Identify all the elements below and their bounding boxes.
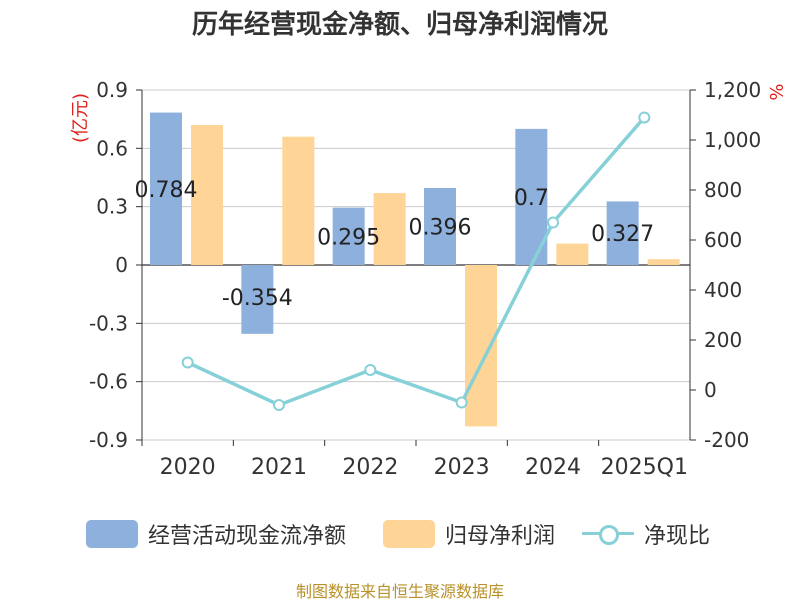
y-tick-label-right: 600 [704,228,742,252]
legend-item-profit[interactable]: 归母净利润 [383,516,555,552]
y-tick-label-left: -0.3 [89,311,128,335]
bar-cashflow [150,112,182,265]
data-label-cashflow: -0.354 [222,286,293,311]
y-tick-label-left: 0.6 [96,136,128,160]
point-ratio [181,356,194,369]
y-tick-label-left: -0.9 [89,428,128,452]
right-axis-unit: % [765,83,786,100]
x-tick-label: 2025Q1 [601,455,688,480]
line-ratio [186,116,646,407]
point-ratio [638,111,651,124]
bar-cashflow [606,201,639,265]
y-tick-label-right: 1,200 [704,78,761,102]
y-tick-label-right: 0 [704,378,717,402]
y-tick-label-left: -0.6 [89,370,128,394]
legend-label-cashflow: 经营活动现金流净额 [148,524,347,549]
chart-legend: 经营活动现金流净额 归母净利润 净现比 [0,516,800,556]
x-tick-label: 2021 [251,455,307,480]
legend-swatch-cashflow [86,520,138,548]
bar-profit [647,259,680,265]
chart-title: 历年经营现金净额、归母净利润情况 [191,10,608,40]
point-ratio [364,364,377,376]
point-ratio [273,399,285,411]
legend-item-cashflow[interactable]: 经营活动现金流净额 [86,516,346,552]
y-tick-label-left: 0 [115,253,128,277]
x-tick-label: 2020 [160,455,216,480]
y-tick-label-right: 800 [704,178,742,202]
legend-label-ratio: 净现比 [644,524,711,549]
bar-profit [282,136,315,265]
data-label-cashflow: 0.396 [409,216,472,241]
left-axis-unit: (亿元) [70,93,91,143]
data-source-note: 制图数据来自恒生聚源数据库 [295,582,504,601]
y-tick-label-right: 400 [704,278,742,302]
legend-label-profit: 归母净利润 [445,524,556,549]
bar-profit [373,193,406,265]
data-label-cashflow: 0.7 [514,186,549,211]
point-ratio [455,396,468,409]
legend-item-ratio[interactable]: 净现比 [582,516,710,552]
x-tick-label: 2022 [342,455,398,480]
y-tick-label-left: 0.9 [96,78,128,102]
legend-line-icon [582,520,634,548]
y-tick-label-right: 1,000 [704,128,761,152]
x-tick-label: 2023 [434,455,490,480]
bar-cashflow [241,265,274,334]
y-tick-label-left: 0.3 [96,195,128,219]
x-tick-label: 2024 [525,455,581,480]
bar-cashflow [424,188,456,265]
bar-cashflow [332,207,365,265]
bar-profit [191,125,223,265]
data-label-cashflow: 0.784 [135,178,198,203]
legend-swatch-profit [383,520,435,548]
y-tick-label-right: -200 [704,428,749,452]
point-ratio [547,216,559,229]
y-tick-label-right: 200 [704,328,742,352]
data-label-cashflow: 0.295 [317,225,380,250]
data-label-cashflow: 0.327 [591,222,654,247]
bar-profit [556,243,589,265]
